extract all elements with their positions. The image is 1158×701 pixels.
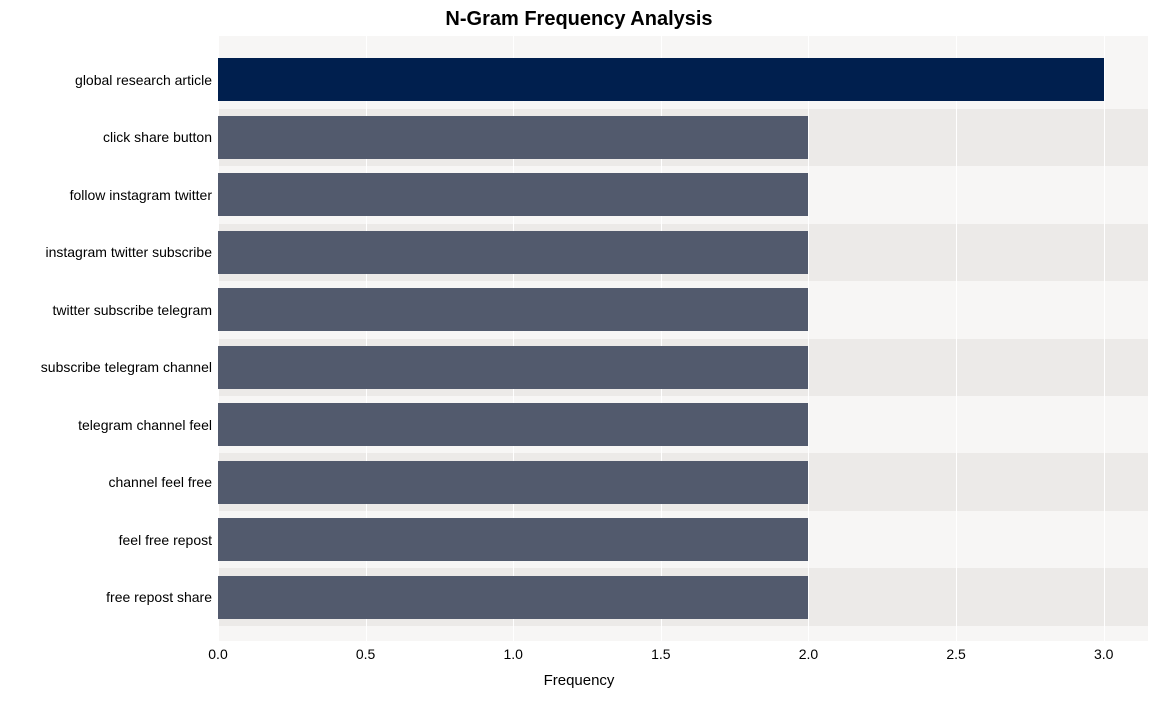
x-tick-label: 1.0	[504, 647, 523, 661]
y-tick-label: global research article	[2, 73, 212, 87]
x-tick-label: 3.0	[1094, 647, 1113, 661]
bar	[218, 58, 1104, 101]
y-tick-label: free repost share	[2, 590, 212, 604]
y-tick-label: feel free repost	[2, 533, 212, 547]
grid-line	[956, 36, 957, 641]
bar	[218, 576, 808, 619]
bar	[218, 173, 808, 216]
x-tick-label: 1.5	[651, 647, 670, 661]
bar	[218, 288, 808, 331]
chart-title: N-Gram Frequency Analysis	[0, 8, 1158, 31]
x-tick-label: 0.0	[208, 647, 227, 661]
bar	[218, 461, 808, 504]
x-tick-label: 2.0	[799, 647, 818, 661]
y-tick-label: click share button	[2, 130, 212, 144]
chart-container: N-Gram Frequency Analysis Frequency glob…	[0, 0, 1158, 701]
y-tick-label: follow instagram twitter	[2, 188, 212, 202]
y-tick-label: telegram channel feel	[2, 418, 212, 432]
bar	[218, 231, 808, 274]
bar	[218, 518, 808, 561]
grid-line	[1104, 36, 1105, 641]
x-tick-label: 0.5	[356, 647, 375, 661]
grid-line	[808, 36, 809, 641]
y-tick-label: twitter subscribe telegram	[2, 303, 212, 317]
y-tick-label: instagram twitter subscribe	[2, 245, 212, 259]
y-tick-label: channel feel free	[2, 475, 212, 489]
y-tick-label: subscribe telegram channel	[2, 360, 212, 374]
x-axis-label: Frequency	[0, 672, 1158, 689]
bar	[218, 346, 808, 389]
x-tick-label: 2.5	[946, 647, 965, 661]
plot-area	[218, 36, 1148, 641]
bar	[218, 116, 808, 159]
bar	[218, 403, 808, 446]
